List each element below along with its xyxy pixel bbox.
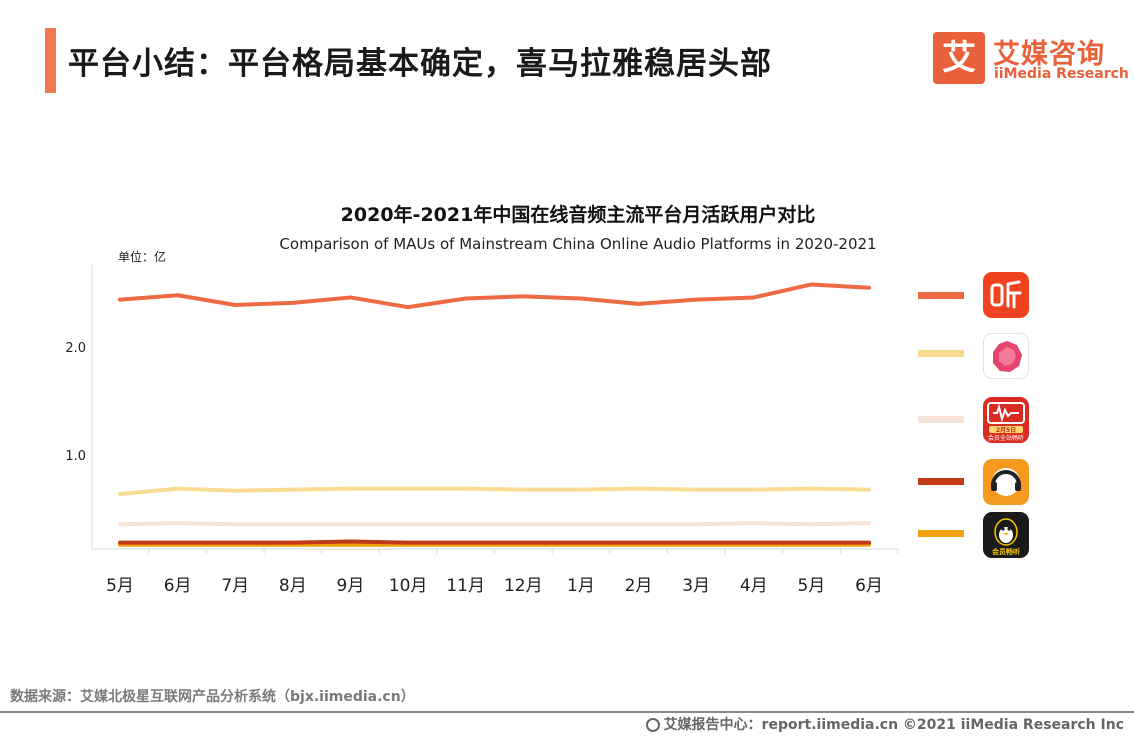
x-tick-label: 10月 <box>389 576 428 596</box>
ximalaya-app-icon <box>983 272 1029 318</box>
footer-text: 艾媒报告中心：report.iimedia.cn ©2021 iiMedia R… <box>663 717 1124 733</box>
x-tick-label: 6月 <box>855 576 883 596</box>
x-tick-label: 2月 <box>625 576 653 596</box>
page-title: 平台小结：平台格局基本确定，喜马拉雅稳居头部 <box>68 46 772 82</box>
series-line-qingting-fm <box>118 521 871 527</box>
qq-audio-caption: 会员畅听 <box>992 547 1020 556</box>
footer-copyright: 艾媒报告中心：report.iimedia.cn ©2021 iiMedia R… <box>645 714 1124 734</box>
chart-subtitle: Comparison of MAUs of Mainstream China O… <box>279 235 877 253</box>
series-line-ximalaya <box>118 282 871 310</box>
qingting-caption: 会员全站畅听 <box>988 434 1024 442</box>
logo-name-en: iiMedia Research <box>994 66 1129 82</box>
kuwo-changting-app-icon <box>983 459 1029 505</box>
x-tick-label: 7月 <box>221 576 249 596</box>
legend-line-qingting <box>918 416 964 423</box>
legend-line-qq-audio <box>918 530 964 537</box>
x-tick-label: 4月 <box>740 576 768 596</box>
legend-line-lizhi <box>918 350 964 357</box>
x-tick-label: 8月 <box>279 576 307 596</box>
data-source-note: 数据来源：艾媒北极星互联网产品分析系统（bjx.iimedia.cn） <box>10 689 415 705</box>
x-tick-label: 11月 <box>446 576 485 596</box>
footer-divider <box>0 711 1134 713</box>
unit-label: 单位：亿 <box>118 249 166 264</box>
series-line-kuwo-changting <box>118 539 871 545</box>
iimedia-logo: 艾 艾媒咨询 iiMedia Research <box>933 32 1129 86</box>
x-tick-label: 1月 <box>567 576 595 596</box>
x-tick-label: 12月 <box>504 576 543 596</box>
series-line-lizhi <box>118 486 871 496</box>
y-tick-label: 2.0 <box>65 341 86 356</box>
qq-audio-app-icon: 会员畅听 <box>983 512 1029 558</box>
logo-mark: 艾 <box>933 32 985 84</box>
x-tick-label: 5月 <box>797 576 825 596</box>
qingting-badge-text: 2月5日 <box>996 426 1016 434</box>
x-tick-label: 3月 <box>682 576 710 596</box>
legend-line-kuwo <box>918 478 964 485</box>
logo-name-cn: 艾媒咨询 <box>993 39 1105 70</box>
chart-title: 2020年-2021年中国在线音频主流平台月活跃用户对比 <box>340 204 816 226</box>
x-tick-label: 9月 <box>337 576 365 596</box>
y-tick-label: 1.0 <box>65 449 86 464</box>
x-tick-label: 5月 <box>106 576 134 596</box>
lizhi-app-icon <box>983 333 1029 379</box>
title-accent-bar <box>45 28 56 93</box>
x-tick-label: 6月 <box>164 576 192 596</box>
globe-icon <box>645 718 660 732</box>
legend-line-ximalaya <box>918 292 964 299</box>
qingting-fm-app-icon: 2月5日 会员全站畅听 <box>983 397 1029 443</box>
